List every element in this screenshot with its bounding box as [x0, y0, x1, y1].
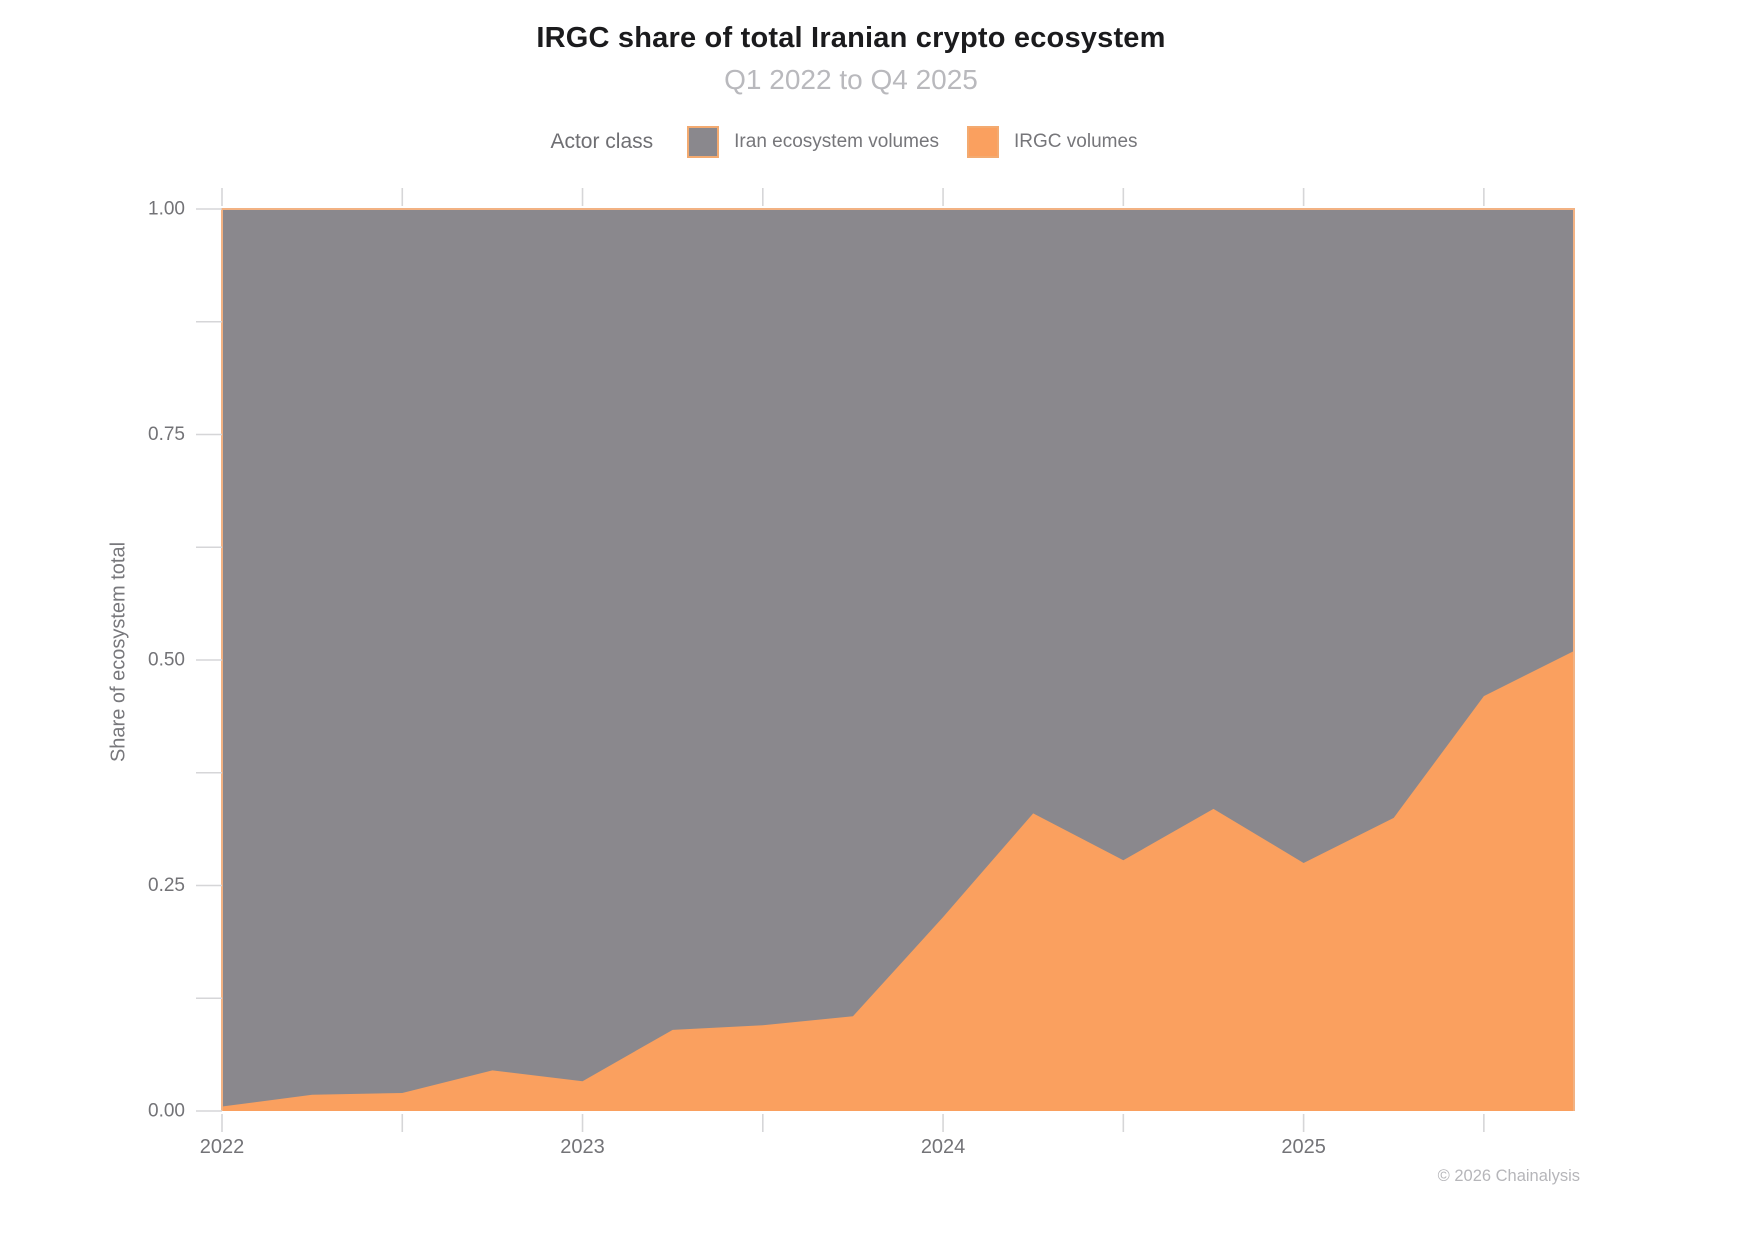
y-tick-label: 0.75: [148, 424, 185, 445]
legend-label-irgc: IRGC volumes: [1014, 131, 1138, 152]
legend-item-iran: Iran ecosystem volumes: [687, 126, 939, 158]
legend-label-iran: Iran ecosystem volumes: [734, 131, 940, 152]
irgc-area: [222, 650, 1574, 1111]
x-tick-label: 2022: [200, 1136, 245, 1158]
page-title: IRGC share of total Iranian crypto ecosy…: [536, 22, 1166, 54]
y-tick-label: 0.00: [148, 1101, 185, 1122]
legend: Actor class Iran ecosystem volumes IRGC …: [0, 120, 1688, 164]
y-tick-label: 0.50: [148, 650, 185, 671]
copyright-note: © 2026 Chainalysis: [1437, 1167, 1580, 1185]
legend-item-irgc: IRGC volumes: [967, 126, 1138, 158]
legend-swatch-iran-icon: [687, 126, 720, 158]
y-tick-label: 0.25: [148, 875, 185, 896]
legend-title: Actor class: [550, 130, 654, 153]
x-tick-label: 2023: [560, 1136, 605, 1158]
legend-swatch-irgc-icon: [967, 126, 1000, 158]
x-tick-label: 2025: [1281, 1136, 1326, 1158]
y-tick-label: 1.00: [148, 199, 185, 220]
x-tick-label: 2024: [921, 1136, 966, 1158]
page-subtitle: Q1 2022 to Q4 2025: [724, 64, 978, 95]
